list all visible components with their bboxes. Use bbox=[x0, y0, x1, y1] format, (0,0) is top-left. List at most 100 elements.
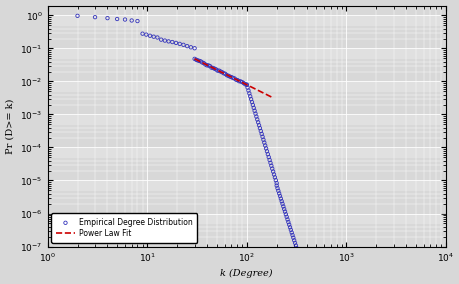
Empirical Degree Distribution bbox=[73, 14, 81, 18]
Empirical Degree Distribution bbox=[224, 74, 231, 78]
Empirical Degree Distribution bbox=[210, 66, 218, 71]
Empirical Degree Distribution bbox=[207, 65, 215, 70]
Empirical Degree Distribution bbox=[265, 158, 273, 162]
Empirical Degree Distribution bbox=[150, 34, 157, 39]
Empirical Degree Distribution bbox=[221, 72, 229, 76]
Empirical Degree Distribution bbox=[293, 248, 301, 253]
Empirical Degree Distribution bbox=[284, 220, 291, 224]
Empirical Degree Distribution bbox=[190, 57, 198, 61]
Empirical Degree Distribution bbox=[255, 123, 262, 128]
Empirical Degree Distribution bbox=[168, 40, 176, 44]
Empirical Degree Distribution bbox=[267, 164, 274, 168]
Power Law Fit bbox=[191, 57, 197, 60]
Empirical Degree Distribution bbox=[172, 41, 179, 45]
Power Law Fit bbox=[265, 94, 270, 97]
Empirical Degree Distribution bbox=[242, 82, 250, 87]
Empirical Degree Distribution bbox=[289, 235, 297, 240]
Empirical Degree Distribution bbox=[194, 58, 201, 63]
Empirical Degree Distribution bbox=[204, 63, 212, 68]
Power Law Fit bbox=[269, 96, 274, 99]
Empirical Degree Distribution bbox=[142, 32, 150, 37]
Empirical Degree Distribution bbox=[276, 194, 283, 198]
Empirical Degree Distribution bbox=[206, 64, 213, 68]
Empirical Degree Distribution bbox=[195, 59, 202, 63]
Empirical Degree Distribution bbox=[253, 117, 260, 122]
Empirical Degree Distribution bbox=[121, 17, 129, 22]
Empirical Degree Distribution bbox=[229, 76, 236, 80]
Empirical Degree Distribution bbox=[246, 94, 253, 99]
Empirical Degree Distribution bbox=[226, 74, 233, 79]
Empirical Degree Distribution bbox=[241, 82, 248, 87]
Empirical Degree Distribution bbox=[274, 189, 281, 193]
Empirical Degree Distribution bbox=[146, 34, 153, 38]
Empirical Degree Distribution bbox=[176, 42, 183, 46]
Empirical Degree Distribution bbox=[218, 70, 225, 74]
Empirical Degree Distribution bbox=[272, 181, 280, 185]
Empirical Degree Distribution bbox=[212, 67, 219, 72]
Empirical Degree Distribution bbox=[277, 199, 285, 204]
Empirical Degree Distribution bbox=[198, 60, 206, 65]
Empirical Degree Distribution bbox=[281, 209, 288, 214]
Empirical Degree Distribution bbox=[257, 129, 264, 133]
Empirical Degree Distribution bbox=[273, 186, 280, 191]
X-axis label: k (Degree): k (Degree) bbox=[220, 269, 272, 278]
Empirical Degree Distribution bbox=[268, 166, 275, 171]
Empirical Degree Distribution bbox=[252, 114, 259, 119]
Empirical Degree Distribution bbox=[260, 140, 268, 145]
Empirical Degree Distribution bbox=[238, 80, 245, 84]
Empirical Degree Distribution bbox=[139, 32, 146, 36]
Empirical Degree Distribution bbox=[288, 233, 296, 237]
Empirical Degree Distribution bbox=[235, 79, 242, 83]
Empirical Degree Distribution bbox=[272, 178, 279, 183]
Empirical Degree Distribution bbox=[285, 225, 293, 229]
Empirical Degree Distribution bbox=[213, 68, 221, 73]
Empirical Degree Distribution bbox=[280, 207, 287, 211]
Empirical Degree Distribution bbox=[269, 169, 276, 174]
Empirical Degree Distribution bbox=[203, 63, 210, 68]
Empirical Degree Distribution bbox=[250, 106, 257, 110]
Empirical Degree Distribution bbox=[164, 39, 172, 44]
Empirical Degree Distribution bbox=[287, 230, 295, 235]
Empirical Degree Distribution bbox=[243, 85, 251, 90]
Empirical Degree Distribution bbox=[278, 202, 285, 206]
Empirical Degree Distribution bbox=[272, 183, 280, 188]
Empirical Degree Distribution bbox=[251, 108, 258, 113]
Empirical Degree Distribution bbox=[242, 82, 250, 87]
Empirical Degree Distribution bbox=[257, 132, 265, 136]
Empirical Degree Distribution bbox=[187, 45, 194, 50]
Empirical Degree Distribution bbox=[240, 81, 247, 85]
Empirical Degree Distribution bbox=[258, 135, 266, 139]
Empirical Degree Distribution bbox=[251, 111, 258, 116]
Empirical Degree Distribution bbox=[157, 37, 164, 42]
Empirical Degree Distribution bbox=[153, 35, 161, 40]
Empirical Degree Distribution bbox=[227, 75, 235, 80]
Empirical Degree Distribution bbox=[217, 69, 224, 74]
Empirical Degree Distribution bbox=[271, 175, 278, 179]
Empirical Degree Distribution bbox=[91, 15, 99, 19]
Empirical Degree Distribution bbox=[296, 256, 303, 261]
Empirical Degree Distribution bbox=[245, 91, 252, 96]
Y-axis label: Pr (D>= k): Pr (D>= k) bbox=[6, 98, 15, 154]
Empirical Degree Distribution bbox=[261, 143, 269, 148]
Line: Power Law Fit: Power Law Fit bbox=[194, 59, 272, 97]
Empirical Degree Distribution bbox=[223, 73, 230, 78]
Empirical Degree Distribution bbox=[292, 246, 300, 250]
Empirical Degree Distribution bbox=[295, 254, 302, 258]
Empirical Degree Distribution bbox=[183, 44, 190, 49]
Empirical Degree Distribution bbox=[291, 241, 298, 245]
Empirical Degree Distribution bbox=[232, 77, 239, 82]
Empirical Degree Distribution bbox=[282, 215, 290, 219]
Power Law Fit bbox=[212, 67, 218, 71]
Empirical Degree Distribution bbox=[113, 17, 121, 21]
Empirical Degree Distribution bbox=[283, 217, 291, 222]
Empirical Degree Distribution bbox=[286, 227, 294, 232]
Empirical Degree Distribution bbox=[128, 18, 135, 23]
Empirical Degree Distribution bbox=[104, 16, 111, 20]
Empirical Degree Distribution bbox=[262, 146, 269, 151]
Empirical Degree Distribution bbox=[256, 126, 263, 130]
Empirical Degree Distribution bbox=[263, 152, 271, 156]
Empirical Degree Distribution bbox=[264, 155, 272, 159]
Power Law Fit bbox=[196, 59, 202, 63]
Empirical Degree Distribution bbox=[270, 172, 277, 177]
Empirical Degree Distribution bbox=[285, 222, 292, 227]
